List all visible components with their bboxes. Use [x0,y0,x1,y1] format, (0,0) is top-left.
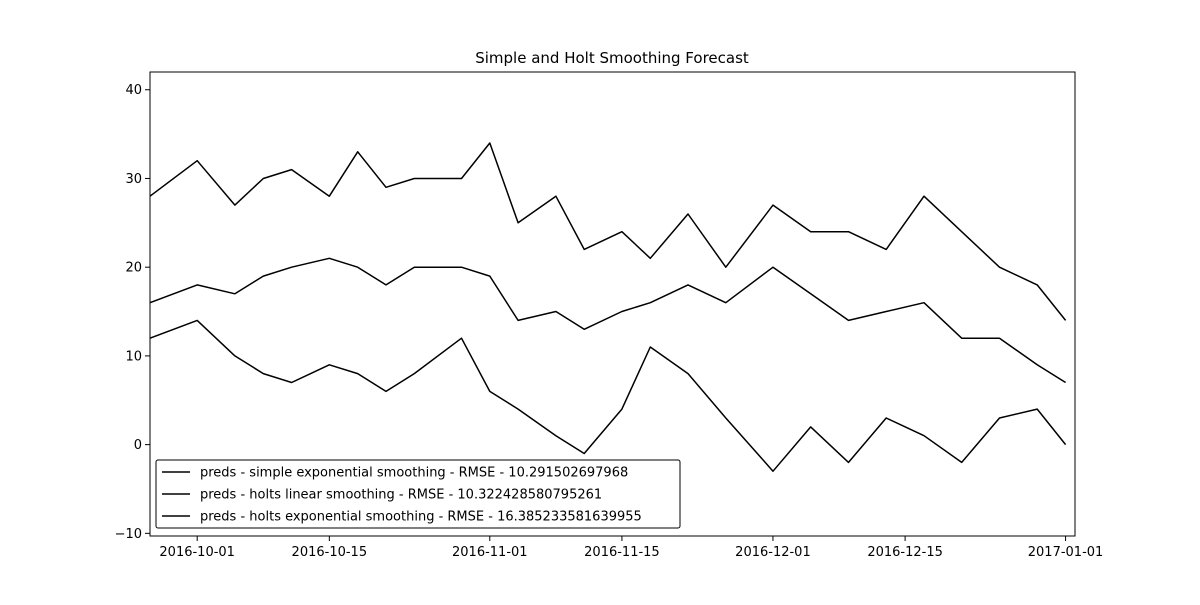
y-tick-label: 20 [125,261,142,276]
y-axis: −10 0 10 20 30 40 [115,83,150,542]
series-layer [150,142,1067,472]
x-tick-label: 2017-01-01 [1028,545,1104,560]
legend-box [155,459,681,529]
series-line-2 [150,257,1066,384]
y-tick-label: 0 [134,438,142,453]
y-tick-label: −10 [115,527,142,542]
legend-label: preds - simple exponential smoothing - R… [200,466,628,481]
chart-title: Simple and Holt Smoothing Forecast [475,49,749,67]
x-tick-label: 2016-12-01 [735,545,811,560]
x-axis: 2016-10-01 2016-10-15 2016-11-01 2016-11-15… [159,536,1103,560]
legend: preds - simple exponential smoothing - R… [155,459,681,529]
legend-label: preds - holts linear smoothing - RMSE - … [200,488,602,503]
x-tick-label: 2016-10-01 [159,545,235,560]
plot-frame [149,71,1076,537]
y-tick-label: 30 [125,172,142,187]
y-tick-label: 10 [125,349,142,364]
x-tick-label: 2016-11-15 [584,545,660,560]
y-tick-label: 40 [125,83,142,98]
series-line-3 [150,319,1067,472]
x-tick-label: 2016-11-01 [452,545,528,560]
x-tick-label: 2016-12-15 [867,545,943,560]
series-line-1 [150,142,1067,321]
x-tick-label: 2016-10-15 [292,545,368,560]
legend-label: preds - holts exponential smoothing - RM… [200,510,642,525]
